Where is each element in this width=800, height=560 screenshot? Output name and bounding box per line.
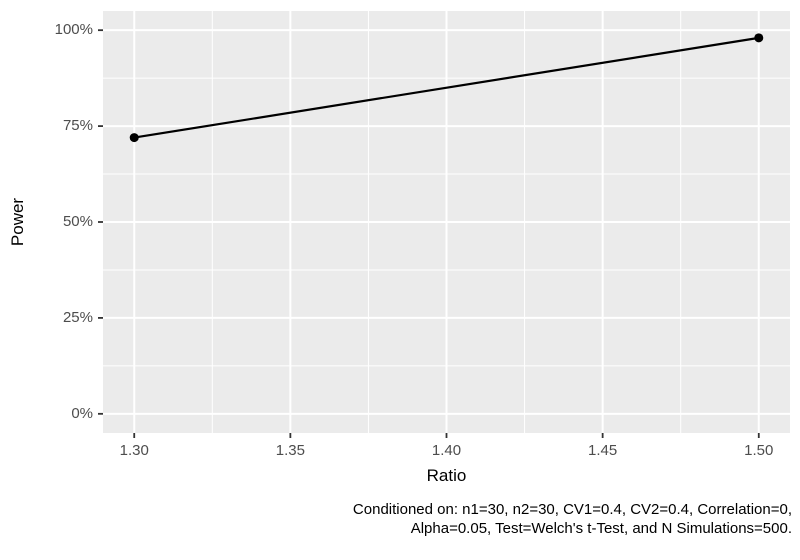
x-tick-label: 1.40	[431, 442, 462, 459]
x-tick-label: 1.30	[119, 442, 149, 459]
x-axis-title: Ratio	[426, 466, 467, 485]
y-tick-label: 75%	[62, 117, 93, 135]
caption-line-1: Conditioned on: n1=30, n2=30, CV1=0.4, C…	[352, 501, 792, 518]
y-tick-label: 50%	[62, 213, 93, 230]
x-tick-label: 1.35	[275, 442, 305, 459]
y-tick-label: 100%	[54, 21, 93, 39]
x-tick-label: 1.50	[744, 442, 774, 459]
caption-line-2: Alpha=0.05, Test=Welch's t-Test, and N S…	[410, 520, 792, 537]
data-point	[129, 133, 139, 143]
data-point	[754, 33, 764, 43]
y-tick-label: 0%	[71, 404, 93, 422]
series-line	[134, 36, 759, 139]
x-tick-label: 1.45	[588, 442, 618, 459]
y-axis-title: Power	[8, 197, 27, 247]
caption: Conditioned on: n1=30, n2=30, CV1=0.4, C…	[92, 500, 792, 538]
y-tick-label: 25%	[62, 308, 93, 326]
